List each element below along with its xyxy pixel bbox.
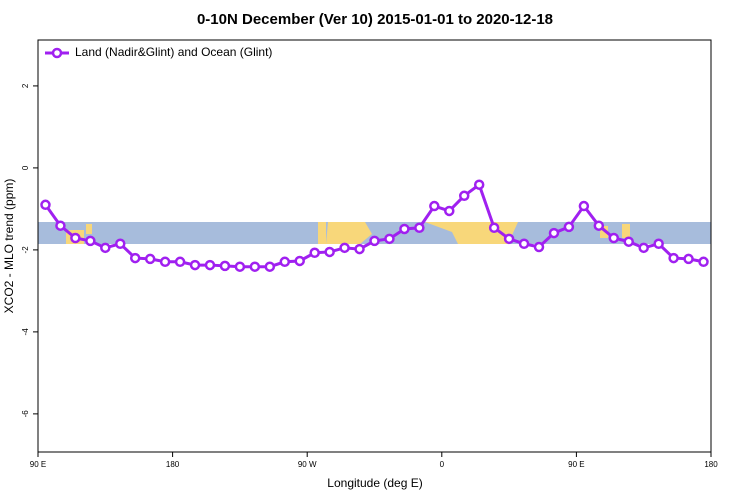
data-point <box>653 238 664 249</box>
data-point <box>70 232 81 244</box>
data-point <box>40 199 51 211</box>
data-point <box>234 261 246 272</box>
data-point <box>189 259 201 271</box>
land-patch <box>86 224 92 234</box>
data-point <box>55 220 66 231</box>
y-tick-label: -2 <box>21 246 30 254</box>
data-point <box>279 256 291 268</box>
plot-frame <box>37 39 712 453</box>
map-background <box>38 222 711 244</box>
data-point <box>399 223 410 235</box>
data-point <box>144 253 156 265</box>
y-tick-label: -4 <box>21 328 30 336</box>
x-tick-label: 0 <box>440 460 445 469</box>
data-point <box>384 233 395 245</box>
data-point <box>608 232 620 244</box>
data-point <box>159 256 171 268</box>
x-axis-label: Longitude (deg E) <box>327 476 422 490</box>
data-point <box>264 261 276 272</box>
x-tick-label: 180 <box>704 460 718 469</box>
x-tick-label: 90 W <box>298 460 317 469</box>
data-point <box>429 200 440 212</box>
data-point <box>533 241 545 253</box>
data-point <box>324 246 335 258</box>
data-point <box>518 238 530 249</box>
chart-title: 0-10N December (Ver 10) 2015-01-01 to 20… <box>197 11 553 28</box>
y-tick-label: 2 <box>21 83 30 88</box>
data-point <box>638 242 649 254</box>
x-tick-label: 90 E <box>568 460 584 469</box>
legend-marker <box>51 47 63 59</box>
y-tick-label: -6 <box>21 410 30 418</box>
data-point <box>593 220 605 231</box>
data-point <box>204 259 216 271</box>
data-point <box>563 221 575 233</box>
data-point <box>219 260 231 272</box>
data-point <box>294 255 305 267</box>
data-point <box>249 261 261 272</box>
data-point <box>354 243 365 255</box>
data-point <box>414 222 425 234</box>
data-point <box>668 252 679 264</box>
data-point <box>503 233 515 245</box>
data-point <box>129 252 141 264</box>
data-point <box>683 253 694 265</box>
x-tick-label: 180 <box>166 460 180 469</box>
data-point <box>548 227 560 239</box>
data-point <box>309 247 320 259</box>
data-point <box>623 236 634 247</box>
ocean-band <box>38 222 711 244</box>
data-point <box>458 190 470 202</box>
data-point <box>174 256 186 268</box>
data-point <box>369 235 380 247</box>
data-point <box>444 205 455 217</box>
land-patch <box>600 226 608 238</box>
y-axis-label: XCO2 - MLO trend (ppm) <box>2 179 16 314</box>
data-point <box>578 200 590 212</box>
data-point <box>339 242 350 254</box>
data-point <box>115 238 126 249</box>
data-point <box>473 179 485 190</box>
data-point <box>488 222 500 234</box>
legend-label: Land (Nadir&Glint) and Ocean (Glint) <box>75 45 272 59</box>
data-point <box>85 235 96 247</box>
x-tick-label: 90 E <box>30 460 46 469</box>
land-patch <box>622 224 630 238</box>
land-patch <box>326 222 372 244</box>
data-point <box>698 256 709 268</box>
land-patch <box>318 222 326 244</box>
data-point <box>100 242 111 254</box>
y-tick-label: 0 <box>21 165 30 170</box>
